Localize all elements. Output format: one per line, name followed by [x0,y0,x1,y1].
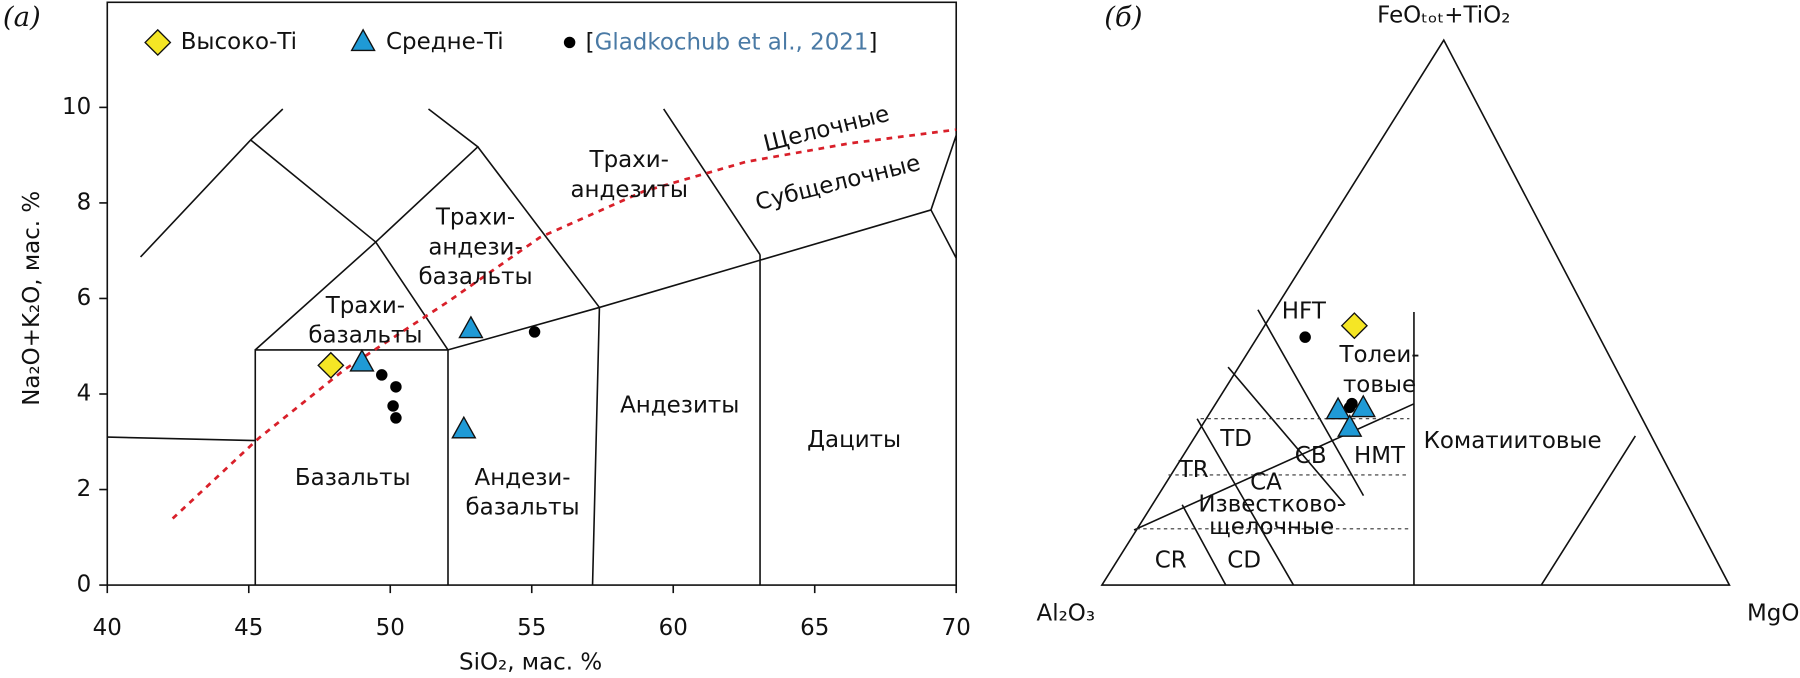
field-label: Андезиты [620,393,739,419]
circle-marker [1343,401,1356,414]
x-tick-label: 65 [800,615,829,641]
field-label: базальты [418,264,532,290]
legend-label: Средне-Ti [386,29,504,55]
series [376,326,541,424]
field-label: товые [1343,372,1416,398]
field-label: андезиты [570,177,688,203]
vertex-label: MgO [1747,600,1799,626]
triangle-marker [350,28,376,52]
vertex-label: FeOₜₒₜ+TiO₂ [1377,3,1510,29]
y-axis-label: Na₂O+K₂O, мас. % [19,191,45,406]
series [1340,312,1368,340]
field-label: Известково- [1198,491,1345,517]
legend-label: Высоко-Ti [181,29,297,55]
x-tick-label: 45 [234,615,263,641]
x-axis-label: SiO₂, мас. % [459,650,602,676]
x-tick-label: 40 [93,615,122,641]
alkaline-boundary [171,128,957,520]
x-tick-label: 60 [659,615,688,641]
circle-marker [390,381,402,393]
y-tick-label: 6 [77,285,92,311]
triangle-marker [458,315,484,339]
field-label: Трахи- [589,147,669,173]
series [349,315,484,439]
triangle-marker [451,415,477,439]
y-tick-label: 0 [77,572,92,598]
triangle-marker [1350,394,1376,418]
field-label: Трахи- [435,204,515,230]
diamond-marker [144,28,172,57]
field-label: Коматиитовые [1424,428,1602,454]
y-tick-label: 4 [77,381,92,407]
field-label: Дациты [807,427,901,453]
field-label: CD [1227,547,1261,573]
triangle-marker [1337,414,1363,437]
series [317,351,345,379]
series [1325,394,1376,437]
x-tick-label: 55 [517,615,546,641]
field-label: HMT [1354,443,1406,469]
triangle-marker [349,348,375,372]
field-label: TD [1219,426,1252,452]
panel-label: (а) [3,1,41,33]
circle-marker [528,326,541,338]
field-label: CB [1295,443,1327,469]
field-label: Субщелочные [753,150,923,216]
y-tick-label: 2 [77,476,92,502]
triangle [1100,38,1731,586]
diamond-marker [317,351,345,379]
diamond-marker [1340,312,1368,340]
field-label: CA [1250,469,1282,495]
x-tick-label: 50 [376,615,405,641]
triangle-marker [1325,396,1351,420]
legend-label: [Gladkochub et al., 2021] [586,29,878,55]
circle-marker [387,400,399,412]
field-label: Щелочные [761,101,892,157]
field-label: TR [1178,457,1209,483]
field-label: базальты [308,323,422,349]
field-label: базальты [466,495,580,521]
panel-label: (б) [1104,1,1142,33]
ternary-fields [1100,38,1731,586]
field-label: Андези- [475,465,571,491]
y-tick-label: 10 [62,94,91,120]
field-label: HFT [1282,299,1327,325]
dotted-lines [1136,418,1410,530]
series [1299,331,1358,414]
field-label: андези- [428,234,522,260]
y-tick-label: 8 [77,189,92,215]
circle-marker [563,36,576,49]
field-lines [1133,309,1637,586]
field-label: щелочные [1209,514,1334,540]
circle-marker [1299,331,1311,343]
field-label: Базальты [295,465,411,491]
field-label: Трахи- [325,293,405,319]
field-label: Толеи- [1339,342,1420,368]
circle-marker [376,369,388,381]
field-label: CR [1155,547,1187,573]
x-tick-label: 70 [942,615,971,641]
circle-marker [390,412,402,424]
field-lines [107,108,957,586]
vertex-label: Al₂O₃ [1037,600,1096,626]
